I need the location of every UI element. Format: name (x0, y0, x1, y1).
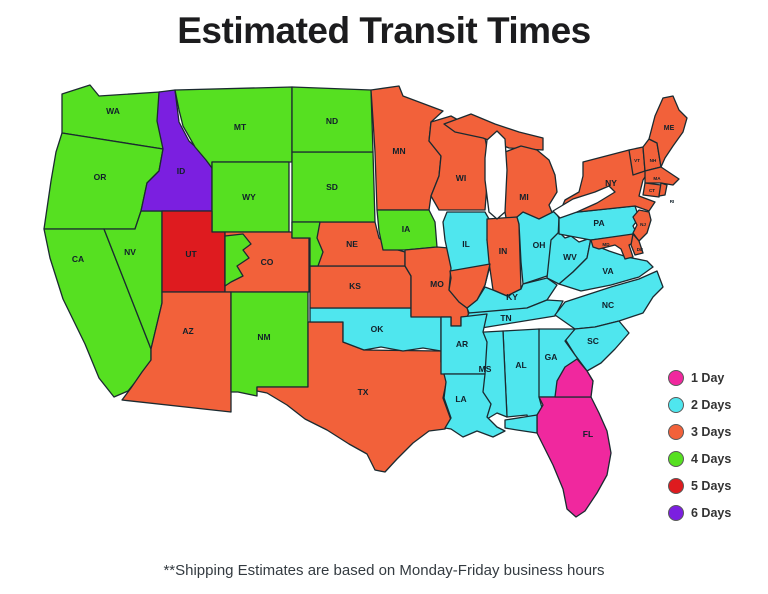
legend-label: 2 Days (691, 397, 732, 412)
legend-swatch-circle (668, 423, 684, 440)
state-ia (376, 209, 438, 251)
region-georgia-southeast-pink (554, 358, 594, 398)
legend-label: 1 Day (691, 370, 725, 385)
state-fl-panhandle (504, 414, 538, 434)
legend-swatch-circle (668, 396, 684, 413)
region-colorado-west-green (224, 233, 252, 287)
shipping-footnote: **Shipping Estimates are based on Monday… (163, 562, 605, 579)
state-in (486, 216, 522, 297)
state-label-ri: RI (670, 199, 675, 204)
legend-item-4-days: 4 Days (668, 445, 731, 472)
lake-michigan (484, 130, 508, 220)
legend-item-3-days: 3 Days (668, 418, 731, 445)
legend-item-1-day: 1 Day (668, 364, 731, 391)
legend-swatch-circle (668, 369, 684, 386)
state-nc (554, 270, 664, 330)
split-regions-layer (224, 221, 594, 398)
state-al (502, 328, 546, 424)
legend-swatch-circle (668, 477, 684, 494)
state-sd (291, 151, 376, 223)
state-wy (211, 161, 290, 233)
state-nm (230, 291, 309, 397)
state-va (558, 237, 654, 292)
legend-label: 5 Days (691, 478, 732, 493)
state-ks (309, 265, 412, 309)
states-layer (43, 84, 688, 518)
state-ar (440, 313, 488, 375)
state-de (630, 233, 644, 256)
legend-swatch-circle (668, 450, 684, 467)
page-title: Estimated Transit Times (177, 10, 591, 51)
legend-label: 4 Days (691, 451, 732, 466)
legend-item-2-days: 2 Days (668, 391, 731, 418)
state-ct (642, 182, 662, 198)
transit-legend: 1 Day 2 Days 3 Days 4 Days 5 Days 6 Days (668, 364, 731, 526)
legend-label: 3 Days (691, 424, 732, 439)
state-fl (536, 396, 612, 518)
legend-label: 6 Days (691, 505, 732, 520)
legend-item-5-days: 5 Days (668, 472, 731, 499)
state-ri (658, 182, 668, 197)
legend-item-6-days: 6 Days (668, 499, 731, 526)
state-la (443, 373, 506, 438)
state-me (648, 95, 688, 168)
state-mi (500, 145, 558, 225)
state-ma (644, 166, 680, 186)
legend-swatch-circle (668, 504, 684, 521)
lakes-layer (484, 130, 616, 220)
state-nd (291, 86, 374, 153)
region-nebraska-west-green (291, 221, 324, 267)
state-mi-up (443, 113, 544, 151)
region-illinois-south-orange (448, 263, 491, 309)
lake-erie (552, 185, 616, 219)
